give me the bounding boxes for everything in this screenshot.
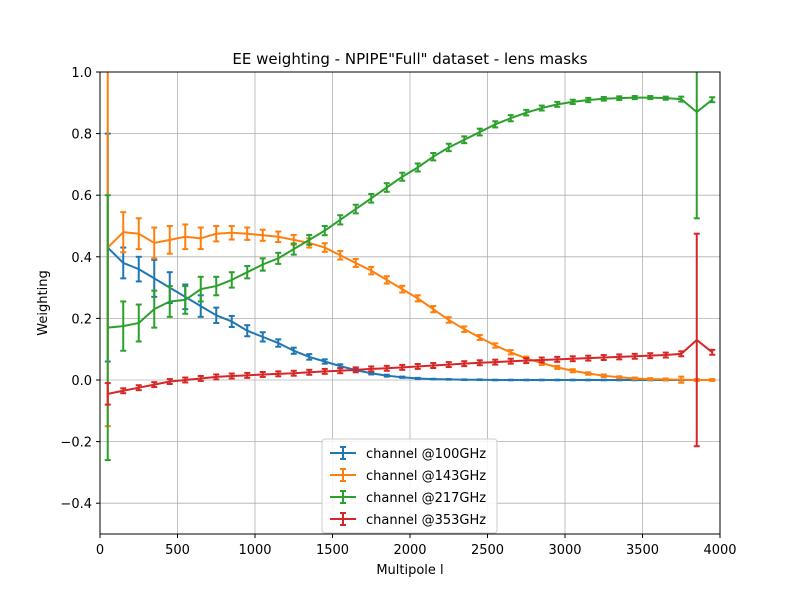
- x-tick-label: 3000: [548, 543, 581, 558]
- x-tick-label: 2000: [393, 543, 426, 558]
- legend: channel @100GHz channel @143GHz channel @2…: [321, 438, 498, 534]
- x-tick-label: 3500: [626, 543, 659, 558]
- x-tick-label: 1500: [316, 543, 349, 558]
- y-tick-label: 0.8: [71, 128, 92, 143]
- series-line: [107, 338, 713, 395]
- y-tick-label: 0.6: [71, 189, 92, 204]
- legend-item: channel @353GHz: [330, 512, 486, 528]
- legend-box: [321, 438, 498, 534]
- legend-label: channel @100GHz: [366, 447, 486, 462]
- series-line: [107, 231, 713, 381]
- legend-item: channel @217GHz: [330, 490, 486, 506]
- y-tick-label: 0.2: [71, 312, 92, 327]
- x-tick-label: 2500: [471, 543, 504, 558]
- series-line: [107, 96, 713, 329]
- legend-label: channel @353GHz: [366, 513, 486, 528]
- legend-item: channel @100GHz: [330, 446, 486, 462]
- x-axis: 0 500 1000 1500 2000 2500 3000 3500 4000: [96, 534, 737, 558]
- legend-item: channel @143GHz: [330, 468, 486, 484]
- y-tick-label: 0.4: [71, 251, 92, 266]
- series-3: [104, 72, 716, 462]
- y-tick-label: −0.4: [60, 497, 92, 512]
- y-axis-label: Weighting: [36, 270, 51, 335]
- x-tick-label: 1000: [238, 543, 271, 558]
- x-axis-label: Multipole l: [376, 563, 443, 578]
- chart-title: EE weighting - NPIPE"Full" dataset - len…: [232, 50, 587, 68]
- x-tick-label: 500: [165, 543, 190, 558]
- plot-area: [104, 72, 716, 462]
- legend-label: channel @143GHz: [366, 469, 486, 484]
- x-tick-label: 4000: [703, 543, 736, 558]
- y-tick-label: 1.0: [71, 66, 92, 81]
- series-4: [104, 232, 716, 448]
- y-tick-label: −0.2: [60, 436, 92, 451]
- x-tick-label: 0: [96, 543, 104, 558]
- y-tick-label: 0.0: [71, 374, 92, 389]
- y-axis: −0.4 −0.2 0.0 0.2 0.4 0.6 0.8 1.0: [60, 66, 100, 512]
- series-line: [107, 246, 713, 381]
- legend-label: channel @217GHz: [366, 491, 486, 506]
